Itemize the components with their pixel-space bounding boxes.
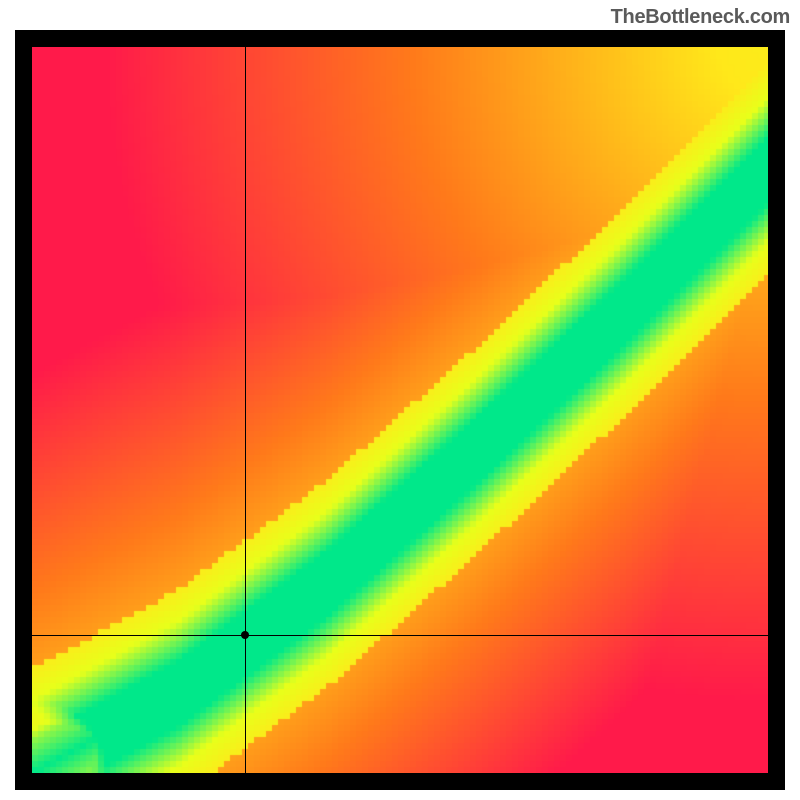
plot-area — [32, 47, 768, 773]
crosshair-horizontal — [32, 635, 768, 636]
watermark-text: TheBottleneck.com — [611, 6, 790, 29]
crosshair-vertical — [245, 47, 246, 773]
crosshair-marker — [241, 631, 249, 639]
heatmap-canvas — [32, 47, 768, 773]
